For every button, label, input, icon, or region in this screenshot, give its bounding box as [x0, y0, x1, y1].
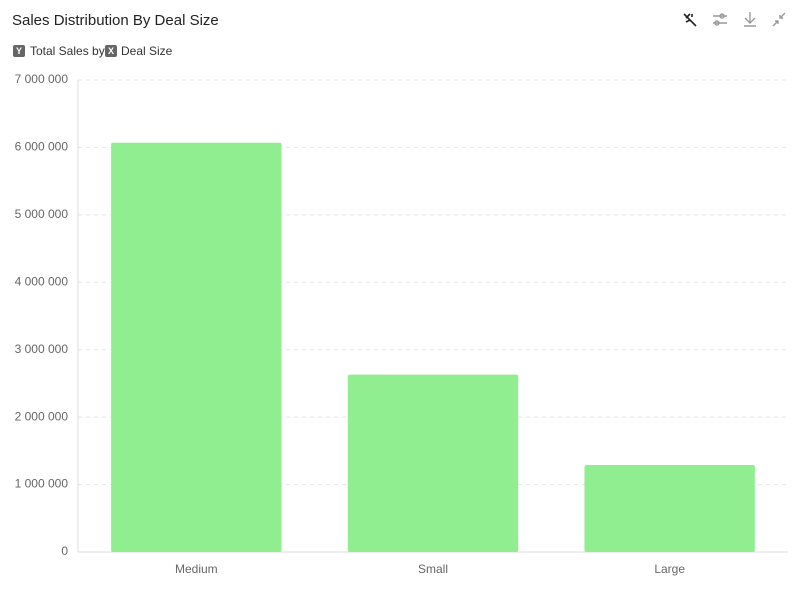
settings-icon[interactable] — [713, 13, 727, 26]
y-tick-label: 3 000 000 — [15, 342, 69, 356]
x-summary: Deal Size — [121, 44, 173, 58]
y-tick-label: 1 000 000 — [15, 477, 69, 491]
y-summary: Total Sales by — [30, 44, 105, 58]
y-tick-label: 4 000 000 — [15, 274, 69, 288]
y-badge-bg — [13, 45, 25, 57]
x-badge: X — [108, 46, 114, 56]
bar — [347, 374, 519, 552]
toolbar — [683, 12, 786, 27]
x-tick-label: Large — [654, 562, 685, 576]
x-tick-label: Small — [418, 562, 448, 576]
y-tick-label: 7 000 000 — [15, 72, 69, 86]
bar — [111, 142, 282, 553]
chart-title: Sales Distribution By Deal Size — [12, 12, 219, 29]
y-badge: Y — [16, 46, 22, 56]
y-tick-label: 0 — [61, 544, 68, 558]
y-tick-label: 6 000 000 — [15, 140, 69, 154]
select-icon[interactable] — [683, 13, 697, 27]
x-badge-bg — [105, 45, 117, 57]
x-tick-label: Medium — [175, 562, 218, 576]
bar — [584, 465, 755, 552]
collapse-icon[interactable] — [772, 12, 786, 27]
y-tick-label: 2 000 000 — [15, 409, 69, 423]
download-icon[interactable] — [744, 12, 756, 27]
y-tick-label: 5 000 000 — [15, 207, 69, 221]
